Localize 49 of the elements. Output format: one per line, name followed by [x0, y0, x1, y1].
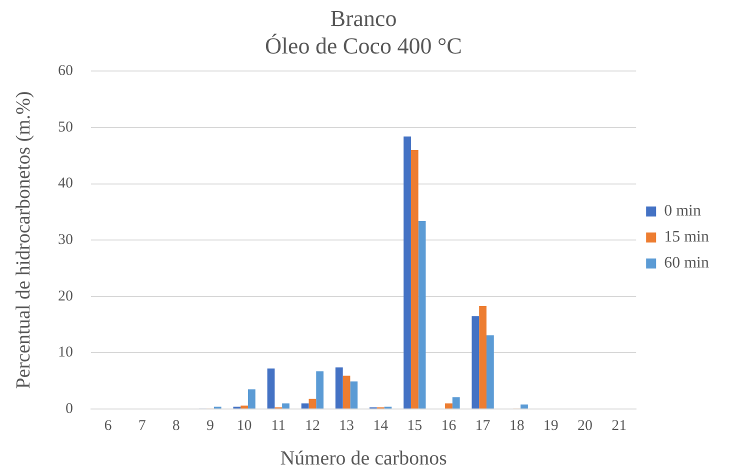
bar [445, 403, 452, 408]
x-tick-label: 12 [304, 418, 320, 434]
x-tick-label: 16 [441, 418, 457, 434]
chart-title: Branco [330, 6, 397, 31]
bar [520, 404, 528, 408]
bar [282, 403, 290, 408]
bar [240, 406, 248, 408]
x-tick-label: 8 [172, 418, 180, 434]
x-tick-label: 15 [407, 418, 422, 434]
x-tick-label: 6 [104, 418, 112, 434]
x-tick-label: 21 [612, 418, 627, 434]
bar [452, 397, 460, 408]
x-tick-label: 14 [373, 418, 389, 434]
legend-label: 0 min [664, 202, 701, 220]
x-axis-title: Número de carbonos [280, 447, 448, 470]
bar [418, 220, 426, 408]
bar [486, 335, 494, 408]
y-tick-label: 20 [58, 288, 73, 304]
y-axis-title: Percentual de hidrocarbonetos (m.%) [12, 91, 34, 389]
legend-label: 15 min [664, 228, 709, 246]
x-tick-label: 17 [475, 418, 491, 434]
bar [472, 316, 480, 408]
x-tick-label: 9 [206, 418, 214, 434]
bar [335, 367, 343, 408]
bar [316, 371, 324, 408]
chart-subtitle: Óleo de Coco 400 °C [264, 33, 462, 58]
x-tick-label: 11 [271, 418, 286, 434]
bar [308, 398, 316, 408]
bar [267, 368, 275, 408]
bar [342, 376, 350, 408]
bar [479, 306, 486, 408]
x-tick-label: 13 [339, 418, 354, 434]
y-tick-label: 60 [58, 63, 73, 80]
bar [248, 389, 256, 408]
x-tick-label: 19 [543, 418, 558, 434]
x-tick-label: 10 [236, 418, 252, 434]
bar [410, 150, 418, 408]
y-tick-label: 30 [58, 232, 73, 248]
y-tick-label: 10 [58, 344, 73, 361]
y-tick-label: 50 [58, 119, 73, 136]
bar [301, 403, 309, 408]
x-tick-label: 7 [138, 418, 146, 434]
y-tick-label: 0 [66, 400, 73, 417]
bar [350, 381, 358, 408]
bar [404, 136, 411, 408]
x-tick-label: 20 [578, 418, 593, 434]
y-tick-label: 40 [58, 176, 73, 192]
x-tick-label: 18 [509, 418, 524, 434]
legend-label: 60 min [664, 254, 709, 272]
